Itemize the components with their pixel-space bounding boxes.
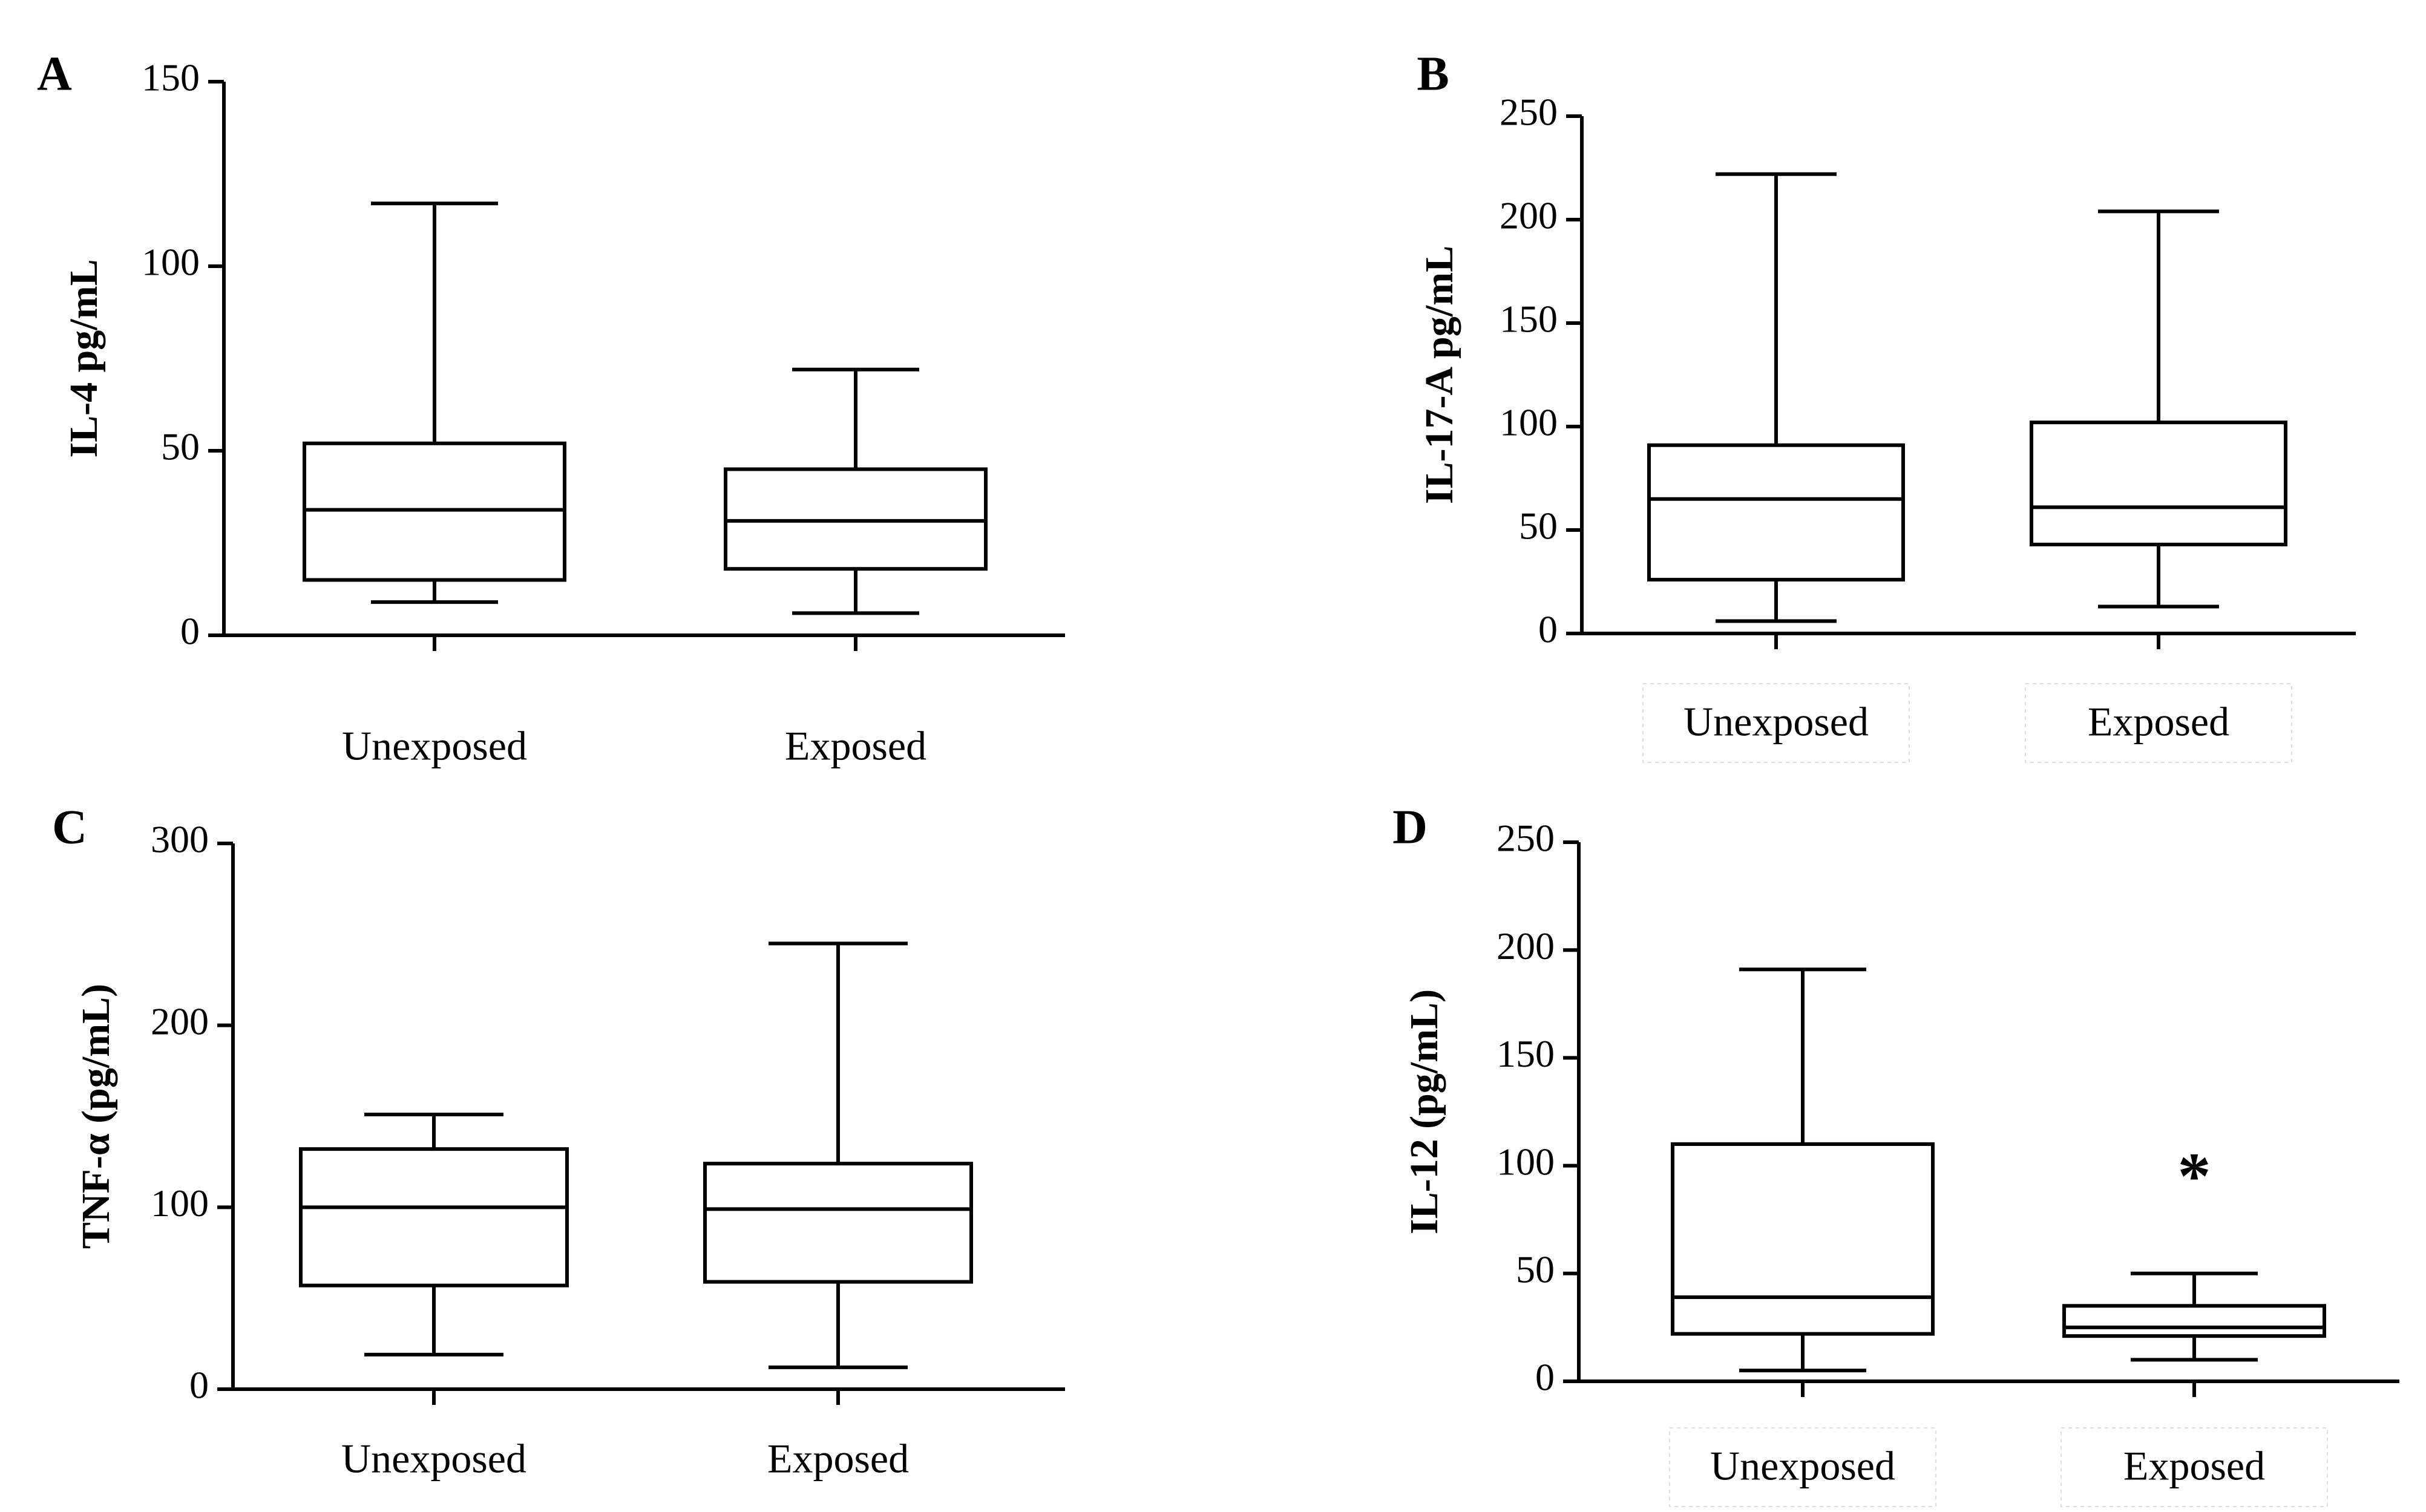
panels: A IL-4 pg/mL 0 50 100 150 Unexposed Exposed B IL-… — [37, 47, 2399, 1507]
category-label: Unexposed — [1710, 1443, 1895, 1489]
iqr-box — [1671, 1142, 1935, 1336]
category-label-frame — [1669, 1427, 1936, 1507]
y-tick-label: 150 — [1500, 298, 1558, 341]
y-tick-label: 0 — [180, 610, 200, 653]
category-label: Exposed — [767, 1436, 909, 1482]
box-exposed: Exposed — [2060, 1271, 2328, 1507]
category-label-frame — [1642, 683, 1910, 763]
y-tick-label: 200 — [1497, 925, 1555, 967]
y-tick-label: 150 — [142, 56, 200, 99]
category-label-frame — [2060, 1427, 2328, 1507]
y-tick-label: 50 — [161, 425, 200, 468]
significance-asterisk: * — [2178, 1139, 2211, 1213]
panel-a: A IL-4 pg/mL 0 50 100 150 Unexposed Exposed — [37, 47, 1065, 769]
box-exposed: Exposed — [703, 941, 973, 1482]
category-label-frame — [2025, 683, 2292, 763]
y-tick-label: 250 — [1500, 91, 1558, 134]
y-tick-label: 200 — [151, 1000, 209, 1042]
y-tick-label: 0 — [189, 1364, 209, 1407]
y-tick-label: 50 — [1519, 505, 1558, 548]
panel-letter: D — [1392, 800, 1428, 854]
category-label: Unexposed — [341, 1436, 526, 1482]
box-exposed: Exposed — [724, 367, 988, 769]
y-tick-label: 100 — [1500, 401, 1558, 444]
y-tick-label: 100 — [1497, 1140, 1555, 1183]
iqr-box — [2030, 421, 2287, 546]
y-tick-label: 0 — [1535, 1356, 1555, 1399]
category-label: Exposed — [2123, 1443, 2265, 1489]
category-label: Exposed — [2088, 699, 2229, 745]
iqr-box — [724, 467, 988, 571]
y-tick-label: 200 — [1500, 194, 1558, 237]
y-tick-label: 0 — [1538, 608, 1558, 651]
y-axis-title: TNF-α (pg/mL) — [74, 984, 118, 1249]
box-unexposed: Unexposed — [1642, 172, 1910, 763]
y-tick-label: 250 — [1497, 817, 1555, 860]
panel-d: D IL-12 (pg/mL) 0 50 100 150 200 250 Unexposed Ex… — [1392, 800, 2399, 1507]
box-unexposed: Unexposed — [299, 1112, 569, 1482]
panel-letter: A — [37, 47, 72, 100]
y-tick-label: 300 — [151, 818, 209, 861]
y-tick-label: 50 — [1516, 1248, 1555, 1291]
y-axis-title: IL-12 (pg/mL) — [1402, 989, 1446, 1234]
y-tick-label: 100 — [151, 1182, 209, 1225]
box-unexposed: Unexposed — [1669, 967, 1936, 1507]
y-tick-label: 150 — [1497, 1032, 1555, 1075]
panel-c: C TNF-α (pg/mL) 0 100 200 300 Unexposed Exposed — [52, 800, 1065, 1482]
y-axis-title: IL-4 pg/mL — [62, 259, 106, 457]
category-label: Exposed — [785, 723, 926, 769]
y-tick-label: 100 — [142, 241, 200, 284]
category-label: Unexposed — [342, 723, 527, 769]
box-unexposed: Unexposed — [303, 201, 566, 769]
panel-letter: B — [1417, 47, 1449, 100]
iqr-box — [299, 1147, 569, 1288]
y-axis-title: IL-17-A pg/mL — [1417, 246, 1461, 504]
panel-b: B IL-17-A pg/mL 0 50 100 150 200 250 Unexposed Ex… — [1417, 47, 2356, 763]
iqr-box — [703, 1162, 973, 1284]
iqr-box — [1647, 443, 1905, 582]
iqr-box — [303, 441, 566, 582]
category-label: Unexposed — [1683, 699, 1869, 745]
panel-letter: C — [52, 800, 87, 854]
iqr-box — [2062, 1304, 2326, 1338]
box-exposed: Exposed — [2025, 209, 2292, 763]
